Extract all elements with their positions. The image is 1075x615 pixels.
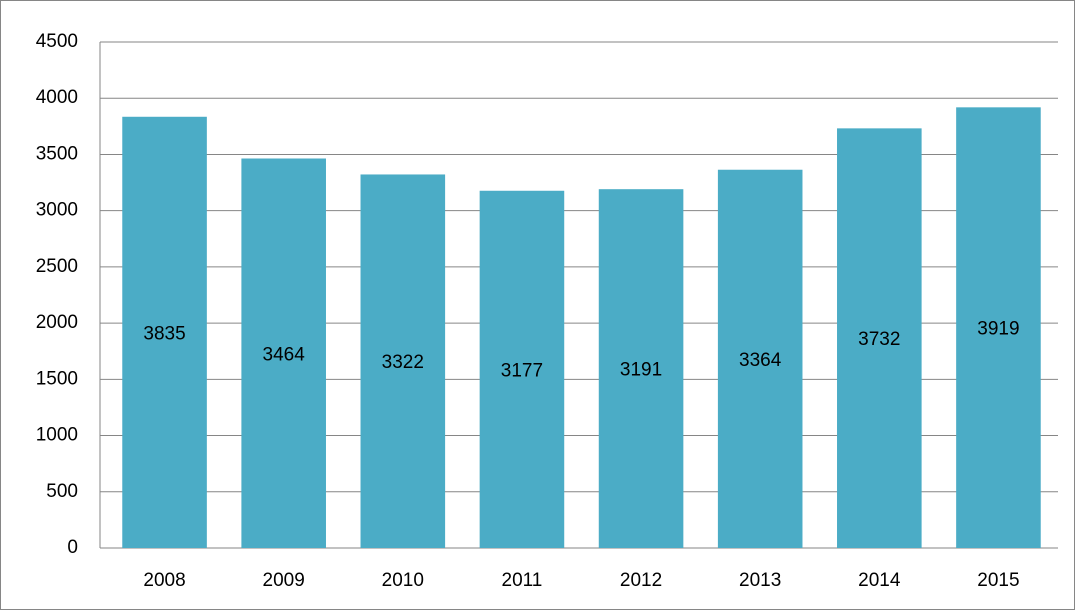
data-label: 3732 [858, 329, 900, 350]
bar [122, 116, 207, 548]
y-tick-label: 3000 [36, 200, 78, 221]
x-tick-label: 2011 [502, 570, 543, 591]
bar [598, 189, 684, 549]
y-tick-label: 4000 [36, 87, 78, 108]
data-label: 3177 [501, 360, 543, 381]
y-tick-label: 2500 [36, 256, 78, 277]
x-tick-label: 2012 [620, 570, 662, 591]
y-tick-label: 0 [67, 537, 78, 558]
data-label: 3835 [143, 323, 185, 344]
data-label: 3464 [263, 344, 306, 365]
x-tick-label: 2010 [382, 570, 424, 591]
bar [360, 174, 446, 549]
y-tick-label: 1500 [36, 368, 78, 389]
bar [717, 169, 803, 549]
bar [837, 128, 922, 548]
bar [241, 158, 326, 549]
y-tick-label: 4500 [36, 31, 78, 52]
x-tick-label: 2013 [739, 570, 781, 591]
x-tick-label: 2015 [977, 570, 1019, 591]
bar [479, 190, 565, 548]
x-tick-label: 2008 [143, 570, 185, 591]
data-label: 3919 [977, 319, 1019, 340]
bar [956, 107, 1041, 548]
x-tick-label: 2014 [858, 570, 901, 591]
data-label: 3322 [382, 352, 424, 373]
y-tick-label: 500 [46, 481, 78, 502]
data-label: 3191 [620, 360, 662, 381]
x-tick-label: 2009 [263, 570, 305, 591]
y-tick-label: 2000 [36, 312, 78, 333]
y-tick-label: 3500 [36, 143, 78, 164]
data-label: 3364 [739, 350, 782, 371]
y-tick-label: 1000 [36, 425, 78, 446]
